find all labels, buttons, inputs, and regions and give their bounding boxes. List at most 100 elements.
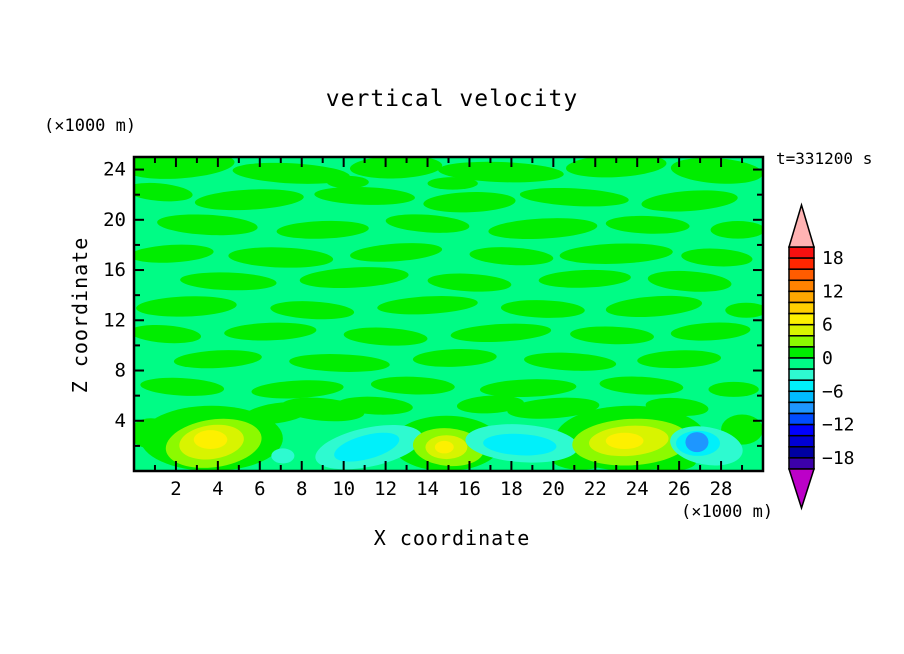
contour-blob (565, 157, 667, 178)
x-tick-label: 2 (170, 478, 181, 500)
contour-blob (370, 376, 455, 395)
axis-ticks (134, 157, 763, 471)
colorbar-box (788, 335, 815, 348)
contour-blob (140, 377, 225, 396)
z-tick-label: 12 (103, 309, 126, 331)
colorbar-label: −12 (822, 415, 855, 436)
contour-blob (507, 397, 600, 419)
contour-blob (500, 300, 585, 318)
contour-blob (524, 352, 617, 371)
x-tick-label: 26 (668, 478, 691, 500)
colorbar-box (788, 379, 815, 393)
contour-blob (483, 433, 557, 456)
x-tick-label: 8 (296, 478, 307, 500)
contour-blob (599, 376, 684, 395)
colorbar-box (788, 368, 815, 381)
colorbar-label: −6 (822, 381, 844, 402)
contour-blob (456, 395, 524, 414)
contour-blob (710, 221, 763, 239)
colorbar-label: 18 (822, 248, 844, 269)
contour-blob (157, 214, 258, 236)
colorbar-box (788, 323, 815, 337)
colorbar-box (788, 390, 815, 404)
contour-blob (670, 157, 763, 184)
x-tick-label: 16 (458, 478, 481, 500)
contour-blob (271, 448, 295, 464)
contour-blob (469, 247, 554, 266)
contour-blob (173, 350, 262, 369)
colorbar: 18 12 6 0 −6 −12 −18 (787, 202, 855, 511)
contour-blob (243, 402, 310, 425)
contour-blob (134, 182, 193, 202)
z-tick-label: 16 (103, 259, 126, 281)
contour-blob (637, 350, 722, 369)
contour-blob (337, 396, 413, 415)
contour-blob (343, 327, 428, 346)
contour-blob (645, 397, 709, 416)
contour-blob (134, 324, 202, 344)
x-tick-label: 12 (374, 478, 397, 500)
colorbar-box (788, 312, 815, 326)
colorbar-box (788, 246, 815, 259)
contour-blob (232, 162, 350, 184)
z-tick-label: 8 (115, 360, 126, 382)
colorbar-under-arrow (787, 468, 816, 511)
chart-title: vertical velocity (325, 86, 579, 112)
contour-field (134, 157, 763, 471)
contour-blob (570, 326, 654, 345)
contour-blob (349, 157, 443, 179)
colorbar-box (788, 401, 815, 415)
contour-blob (427, 273, 512, 292)
x-tick-label: 20 (542, 478, 565, 500)
time-label: t=331200 s (776, 149, 873, 168)
x-tick-label: 22 (584, 478, 607, 500)
contour-blob (427, 177, 478, 190)
contour-blob (670, 322, 751, 341)
contour-blob (276, 220, 369, 239)
colorbar-box (788, 346, 815, 359)
contour-blob (180, 272, 277, 291)
contour-blob (641, 190, 738, 212)
contour-blob (423, 192, 516, 213)
contour-blob (385, 214, 470, 233)
contour-blob (708, 381, 759, 397)
colorbar-box (788, 301, 815, 315)
contour-blob (314, 186, 415, 205)
contour-blob (488, 218, 598, 240)
contour-blob (334, 432, 400, 462)
z-tick-label: 4 (115, 410, 126, 432)
colorbar-label: 6 (822, 315, 833, 336)
x-axis-unit-label: (×1000 m) (681, 502, 774, 522)
colorbar-box (788, 423, 815, 437)
contour-blob (194, 189, 304, 211)
contour-blob (605, 432, 644, 450)
colorbar-box (788, 279, 815, 293)
contour-blob (519, 187, 629, 207)
contour-blob (377, 296, 478, 315)
contour-blob (479, 379, 577, 398)
contour-blob (289, 354, 390, 372)
colorbar-label: 12 (822, 281, 844, 302)
contour-blob (647, 270, 732, 292)
contour-blob (685, 432, 709, 453)
colorbar-box (788, 412, 815, 426)
x-tick-label: 18 (500, 478, 523, 500)
colorbar-box (788, 457, 815, 470)
contour-blob (193, 430, 228, 450)
contour-blob (224, 322, 317, 341)
y-axis-unit-label: (×1000 m) (44, 116, 137, 136)
colorbar-box (788, 257, 815, 270)
colorbar-box (788, 434, 815, 448)
contour-blob (559, 243, 673, 264)
contour-blob (326, 175, 369, 189)
contour-blob (299, 267, 409, 289)
contour-blob (434, 440, 454, 454)
x-tick-label: 14 (416, 478, 439, 500)
contour-blob (251, 380, 344, 399)
contour-blob (412, 349, 497, 367)
colorbar-box (788, 357, 815, 370)
contour-blob (134, 244, 214, 263)
colorbar-box (788, 446, 815, 459)
x-axis-title: X coordinate (373, 526, 531, 550)
